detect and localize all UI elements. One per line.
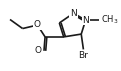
- Text: CH$_3$: CH$_3$: [102, 14, 119, 26]
- Text: N: N: [70, 9, 77, 18]
- Text: O: O: [34, 20, 41, 29]
- Text: Br: Br: [79, 51, 88, 60]
- Text: O: O: [34, 46, 41, 55]
- Text: N: N: [82, 16, 89, 25]
